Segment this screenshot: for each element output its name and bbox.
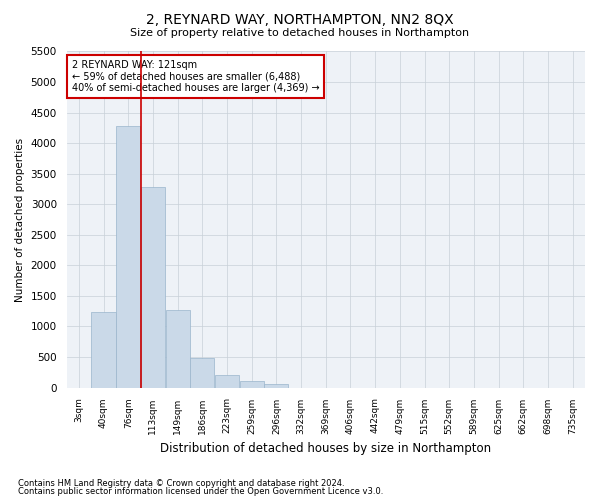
Bar	[215, 376, 239, 388]
Text: Contains public sector information licensed under the Open Government Licence v3: Contains public sector information licen…	[18, 487, 383, 496]
Bar	[116, 126, 140, 388]
Bar	[166, 310, 190, 388]
Bar	[141, 187, 165, 388]
Text: 2 REYNARD WAY: 121sqm
← 59% of detached houses are smaller (6,488)
40% of semi-d: 2 REYNARD WAY: 121sqm ← 59% of detached …	[72, 60, 319, 93]
Bar	[91, 312, 116, 388]
Bar	[239, 382, 264, 388]
Bar	[190, 358, 214, 388]
X-axis label: Distribution of detached houses by size in Northampton: Distribution of detached houses by size …	[160, 442, 491, 455]
Text: Contains HM Land Registry data © Crown copyright and database right 2024.: Contains HM Land Registry data © Crown c…	[18, 478, 344, 488]
Text: 2, REYNARD WAY, NORTHAMPTON, NN2 8QX: 2, REYNARD WAY, NORTHAMPTON, NN2 8QX	[146, 12, 454, 26]
Bar	[264, 384, 289, 388]
Text: Size of property relative to detached houses in Northampton: Size of property relative to detached ho…	[130, 28, 470, 38]
Y-axis label: Number of detached properties: Number of detached properties	[15, 138, 25, 302]
